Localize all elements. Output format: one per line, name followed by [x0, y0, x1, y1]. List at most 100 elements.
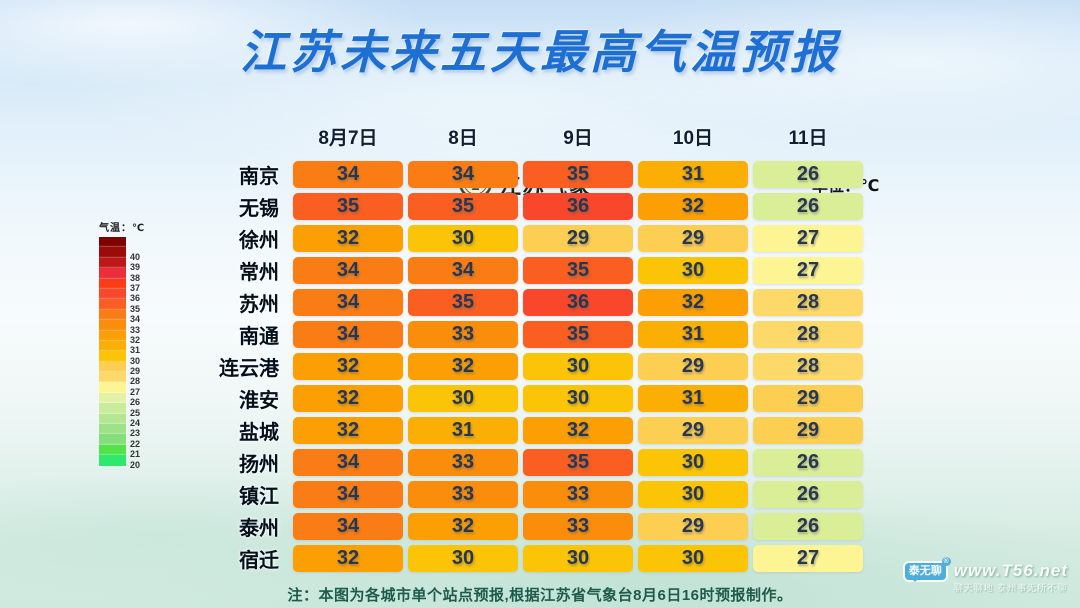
- temp-cell: 29: [753, 385, 863, 412]
- legend-row: 30: [99, 351, 145, 365]
- temp-cell: 32: [293, 225, 403, 252]
- footer-note: 注：本图为各城市单个站点预报,根据江苏省气象台8月6日16时预报制作。: [287, 587, 793, 604]
- temp-cell: 27: [753, 257, 863, 284]
- temp-cell: 32: [293, 545, 403, 572]
- legend-row: 34: [99, 309, 145, 325]
- legend-tick: 28: [130, 376, 141, 387]
- temp-cell: 36: [523, 289, 633, 316]
- legend-row: 39: [99, 257, 145, 272]
- city-label: 南京: [239, 166, 279, 188]
- legend-swatch: [99, 299, 126, 310]
- temp-cell: 35: [523, 449, 633, 476]
- temp-cell: 34: [293, 257, 403, 284]
- legend-swatch: [99, 424, 126, 435]
- legend-row: 31: [99, 340, 145, 356]
- temp-cell: 27: [753, 225, 863, 252]
- city-label: 常州: [239, 262, 279, 284]
- legend-tick: 21: [130, 449, 141, 460]
- legend-swatch: [99, 361, 126, 373]
- legend-row: 25: [99, 403, 145, 417]
- temp-cell: 35: [408, 193, 518, 220]
- temp-cell: 30: [523, 353, 633, 380]
- temp-cell: 34: [293, 321, 403, 348]
- legend-swatch: [99, 382, 126, 393]
- legend-row: 40: [99, 247, 145, 261]
- temp-cell: 34: [293, 289, 403, 316]
- city-label: 连云港: [219, 358, 279, 380]
- city-label: 苏州: [239, 294, 279, 316]
- temp-cell: 28: [753, 353, 863, 380]
- legend-row: 35: [99, 299, 145, 313]
- legend-tick: 24: [130, 418, 141, 429]
- temp-cell: 29: [638, 417, 748, 444]
- temp-cell: 30: [408, 385, 518, 412]
- temp-cell: 26: [753, 193, 863, 220]
- temp-cell: 26: [753, 449, 863, 476]
- legend-tick: 40: [130, 251, 141, 262]
- temp-cell: 34: [293, 449, 403, 476]
- date-header: 10日: [672, 128, 714, 149]
- temp-cell: 33: [408, 481, 518, 508]
- temp-cell: 32: [293, 353, 403, 380]
- legend-row: 32: [99, 330, 145, 344]
- legend-swatch: [99, 413, 126, 425]
- legend-swatch: [99, 237, 126, 248]
- temp-cell: 31: [408, 417, 518, 444]
- legend-swatch: [99, 309, 126, 321]
- temp-cell: 35: [523, 257, 633, 284]
- city-label: 淮安: [239, 390, 279, 412]
- temp-cell: 33: [523, 481, 633, 508]
- legend-scale: 40 39 38 37 36 35 34 33 32 31 30 29 28 27 26 25 24 23 22 21…: [99, 237, 145, 469]
- temp-cell: 30: [523, 545, 633, 572]
- temp-cell: 28: [753, 289, 863, 316]
- legend-swatch: [99, 434, 126, 445]
- legend-row: 28: [99, 372, 145, 387]
- legend-title: 气温：℃: [99, 223, 146, 234]
- legend-tick: 36: [130, 293, 141, 304]
- legend-tick: 34: [130, 314, 141, 325]
- temp-cell: 26: [753, 481, 863, 508]
- temp-cell: 29: [638, 225, 748, 252]
- legend-tick: 26: [130, 397, 141, 408]
- watermark: 泰无聊 ® www.T56.net 聊天聊地 泰州事无所不聊: [902, 557, 1068, 594]
- watermark-badge: 泰无聊 ®: [902, 557, 951, 582]
- legend-swatch: [99, 351, 126, 362]
- city-label: 扬州: [239, 454, 279, 476]
- legend-tick: 25: [130, 407, 141, 418]
- legend-row: 33: [99, 320, 145, 334]
- legend-row: 27: [99, 382, 145, 396]
- temp-cell: 30: [638, 545, 748, 572]
- legend-row: [99, 237, 145, 248]
- legend-tick: 37: [130, 282, 141, 293]
- legend-row: 29: [99, 361, 145, 377]
- legend-tick: 30: [130, 355, 141, 366]
- forecast-table: 8月7日 8日 9日 10日 11日 南京 34 34 35 31 26 无锡 35 35 36 32 26 徐州…: [150, 128, 863, 572]
- legend-swatch: [99, 372, 126, 383]
- legend-tick: 22: [130, 438, 141, 449]
- temp-cell: 32: [638, 289, 748, 316]
- temp-cell: 26: [753, 513, 863, 540]
- watermark-tagline: 聊天聊地 泰州事无所不聊: [953, 583, 1068, 593]
- legend-swatch: [99, 444, 126, 456]
- temp-cell: 29: [638, 353, 748, 380]
- legend-tick: 31: [130, 345, 141, 356]
- legend-tick: 29: [130, 366, 141, 377]
- legend-swatch: [99, 330, 126, 341]
- temp-cell: 32: [408, 513, 518, 540]
- temp-cell: 29: [753, 417, 863, 444]
- city-label: 徐州: [239, 230, 279, 252]
- legend-swatch: [99, 455, 126, 466]
- temp-cell: 30: [523, 385, 633, 412]
- legend-tick: 27: [130, 386, 141, 397]
- temp-cell: 29: [523, 225, 633, 252]
- legend-swatch: [99, 288, 126, 300]
- header-spacer: [150, 129, 288, 152]
- legend-row: 22: [99, 434, 145, 448]
- temp-cell: 35: [408, 289, 518, 316]
- temp-cell: 32: [293, 385, 403, 412]
- temp-cell: 34: [293, 513, 403, 540]
- city-label: 宿迁: [239, 550, 279, 572]
- temp-cell: 35: [523, 321, 633, 348]
- temp-cell: 32: [638, 193, 748, 220]
